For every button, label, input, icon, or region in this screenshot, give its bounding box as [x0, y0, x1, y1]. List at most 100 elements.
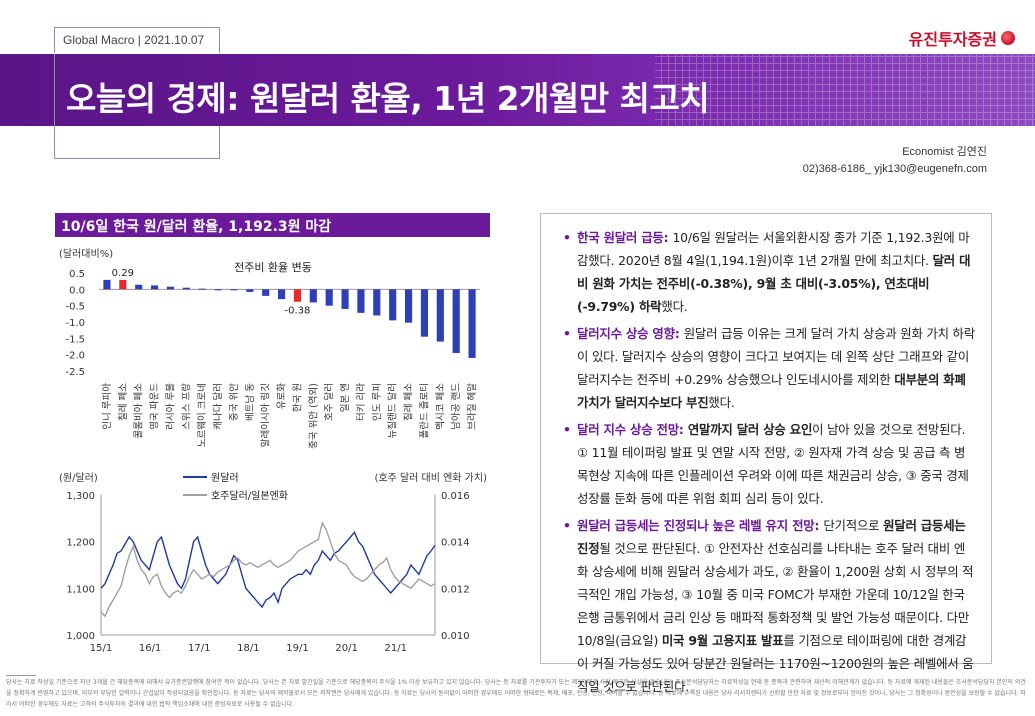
bar [214, 289, 222, 291]
bar-y-tick-label: 0.0 [69, 285, 85, 296]
bar-category-label: 폴란드 즐로티 [418, 383, 430, 438]
brand-logo: 유진투자증권 [909, 26, 1015, 50]
line-series-1 [100, 530, 436, 609]
bar-category-label: 스위스 프랑 [180, 383, 192, 430]
bar [182, 287, 190, 290]
line-chart-ylabel-right: (호주 달러 대비 엔화 가치) [374, 472, 487, 484]
bar-chart-title: 전주비 환율 변동 [234, 261, 312, 274]
bar-category-label: 러시아 루블 [165, 383, 176, 430]
bar-y-tick-label: -0.5 [65, 302, 85, 313]
bar [135, 284, 143, 290]
legend-label: 원달러 [211, 472, 239, 484]
bar-chart-ylabel: (달러대비%) [59, 248, 113, 260]
bullet-text: 했다. [708, 395, 735, 410]
bullet-paragraph: 원달러 급등세는 진정되나 높은 레벨 유지 전망: 단기적으로 원달러 급등세… [563, 514, 975, 698]
economist-contact: 02)368-6186_ yjk130@eugenefn.com [802, 163, 987, 175]
bullet-text: 단기적으로 [823, 518, 884, 533]
line-y-tick-left: 1,100 [66, 584, 95, 595]
line-series-2 [100, 521, 436, 618]
bullet-text: 연말까지 달러 상승 요인 [687, 422, 813, 437]
top-bar: Global Macro | 2021.10.07 유진투자증권 [0, 0, 1035, 54]
line-y-tick-right: 0.016 [441, 491, 470, 502]
bullet-text: 원달러 급등세는 진정 [577, 518, 966, 556]
bullet-heading: 한국 원달러 급등: [577, 230, 673, 245]
bar-category-label: 베트남 동 [245, 383, 256, 421]
bar-category-label: 멕시코 페소 [435, 383, 446, 430]
bullet-text: 를 기점으로 테이퍼링에 대한 경계감이 커질 가능성도 있어 당분간 원달러는… [577, 633, 974, 694]
bar-category-label: 중국 위안 [228, 383, 240, 421]
bullet-paragraph: 한국 원달러 급등: 10/6일 원달러는 서울외환시장 종가 기준 1,192… [563, 226, 975, 318]
bar-category-label: 칠레 페소 [404, 383, 415, 421]
bar [373, 289, 381, 316]
line-y-tick-left: 1,200 [66, 538, 95, 549]
disclaimer-divider [6, 675, 36, 676]
bullet-heading: 원달러 급등세는 진정되나 높은 레벨 유지 전망: [577, 518, 824, 533]
bar-y-tick-label: -2.5 [65, 367, 85, 378]
bar-category-label: 인도 루피 [372, 383, 383, 421]
bar-category-label: 호주 달러 [323, 383, 335, 421]
bar [277, 289, 286, 300]
bar-y-tick-label: -1.5 [65, 334, 85, 345]
line-x-tick-label: 21/1 [384, 643, 406, 654]
frame-line-right [219, 126, 220, 158]
bar-category-label: 캐나다 달러 [212, 383, 224, 430]
line-y-tick-right: 0.010 [441, 631, 470, 642]
bar [404, 289, 413, 323]
brand-name: 유진투자증권 [908, 30, 997, 49]
bullet-text: 10/6일 원달러는 서울외환시장 종가 기준 1,192.3원에 마감했다. … [577, 230, 970, 268]
bullet-paragraph: 달러 지수 상승 전망: 연말까지 달러 상승 요인이 남아 있을 것으로 전망… [563, 418, 975, 510]
bar-category-label: 영국 파운드 [150, 383, 161, 430]
bar [293, 289, 302, 302]
bar [389, 289, 397, 321]
bar-y-tick-label: -1.0 [65, 318, 85, 329]
bar [357, 289, 365, 313]
bar-data-label: 0.29 [112, 268, 134, 279]
bar [420, 289, 429, 337]
bullet-heading: 달러 지수 상승 전망: [577, 422, 688, 437]
bar [468, 289, 476, 358]
line-chart-ylabel-left: (원/달러) [59, 472, 98, 484]
report-tagline: Global Macro | 2021.10.07 [54, 27, 220, 53]
bullet-text: 이 남아 있을 것으로 전망된다. ① 11월 테이퍼링 발표 및 연말 시작 … [577, 422, 969, 506]
line-x-tick-label: 20/1 [335, 643, 357, 654]
line-x-tick-label: 17/1 [188, 643, 210, 654]
bar [341, 289, 349, 309]
commentary-box: 한국 원달러 급등: 10/6일 원달러는 서울외환시장 종가 기준 1,192… [540, 213, 992, 694]
disclaimer: 당사는 자료 작성일 기준으로 지난 3개월 간 해당종목에 대해서 유가증권발… [6, 679, 1026, 708]
line-x-tick-label: 19/1 [286, 643, 308, 654]
bar [246, 289, 254, 292]
line-y-tick-left: 1,000 [66, 631, 95, 642]
frame-line-left [54, 54, 55, 158]
bar-category-label: 노르웨이 크로네 [196, 383, 208, 447]
bar [262, 289, 270, 296]
bullet-heading: 달러지수 상승 영향: [577, 326, 684, 341]
bullet-text: 했다. [661, 299, 688, 314]
bullet-text: 대부분의 화폐가치가 달러지수보다 부진 [577, 372, 966, 410]
line-x-tick-label: 18/1 [237, 643, 259, 654]
title-banner [0, 54, 1035, 126]
line-x-tick-label: 16/1 [139, 643, 161, 654]
line-y-tick-left: 1,300 [66, 491, 95, 502]
bar [309, 289, 317, 303]
bar-category-label: 칠레 페소 [118, 383, 129, 421]
bullet-paragraph: 달러지수 상승 영향: 원달러 급등 이유는 크게 달러 가치 상승과 원화 가… [563, 322, 975, 414]
line-x-tick-label: 15/1 [90, 643, 112, 654]
page-title: 오늘의 경제: 원달러 환율, 1년 2개월만 최고치 [66, 79, 710, 118]
bar [119, 279, 127, 290]
legend-label: 호주달러/일본엔화 [211, 490, 288, 502]
economist-info: Economist 김연진 02)368-6186_ yjk130@eugene… [803, 144, 987, 178]
bar-category-label: 한국 원 [292, 383, 303, 412]
bar-category-label: 뉴질랜드 달러 [387, 383, 399, 438]
bar [166, 286, 175, 290]
chart-section-heading: 10/6일 한국 원/달러 환율, 1,192.3원 마감 [55, 213, 490, 237]
bar [325, 289, 333, 306]
bar [230, 289, 238, 291]
bar-category-label: 중국 위안 (역외) [307, 383, 319, 449]
bar [103, 279, 111, 290]
bar [198, 288, 206, 290]
bar-chart: (달러대비%) 전주비 환율 변동 0.5 0.0 -0.5 -1.0 -1.5 -2.0 -2… [59, 248, 480, 449]
bar-category-label: 인니 루피아 [102, 383, 113, 430]
bar-category-label: 유로화 [277, 383, 288, 409]
line-y-tick-right: 0.014 [441, 538, 470, 549]
bar-category-label: 일본 엔 [340, 383, 351, 412]
